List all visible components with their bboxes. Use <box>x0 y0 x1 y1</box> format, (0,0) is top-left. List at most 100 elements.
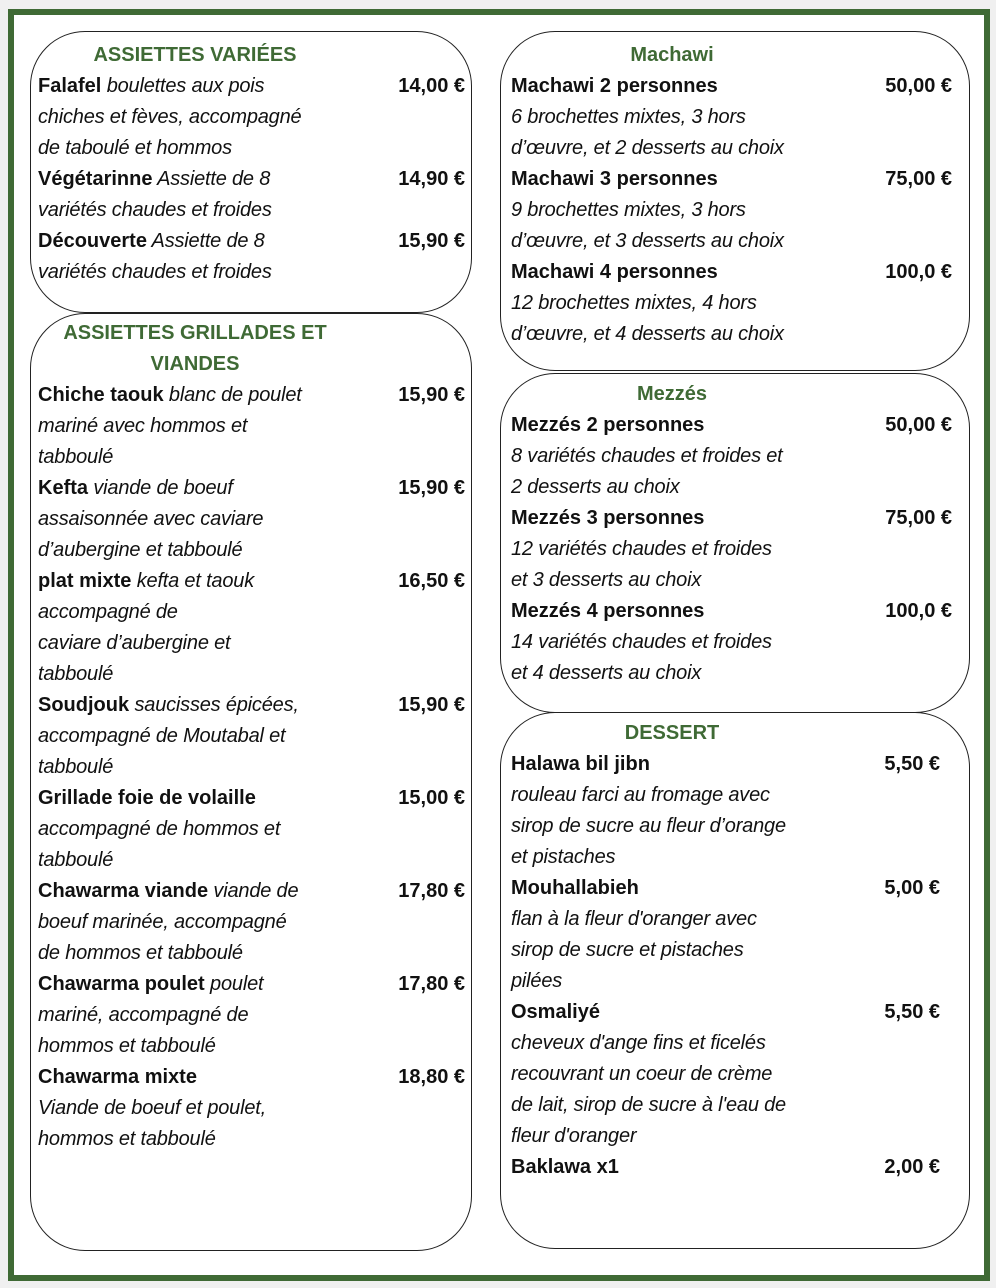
section-content: Machawi Machawi 2 personnes 6 brochettes … <box>511 40 952 350</box>
item-text: Chawarma viande viande de boeuf marinée,… <box>38 880 299 964</box>
menu-item: Chiche taouk blanc de poulet mariné avec… <box>38 380 465 473</box>
item-description: viande de boeuf assaisonnée avec caviare… <box>38 477 264 561</box>
menu-item: Chawarma viande viande de boeuf marinée,… <box>38 876 465 969</box>
menu-item: Baklawa x1 2,00 € <box>511 1152 940 1183</box>
item-name: Grillade foie de volaille <box>38 787 256 809</box>
item-price: 15,90 € <box>398 384 465 406</box>
item-price: 2,00 € <box>884 1156 940 1178</box>
section-dessert <box>500 712 970 1249</box>
item-description: 12 brochettes mixtes, 4 hors d’œuvre, et… <box>511 292 784 345</box>
item-name: Chawarma viande <box>38 880 209 902</box>
item-text: Chiche taouk blanc de poulet mariné avec… <box>38 384 302 468</box>
section-machawi <box>500 31 970 371</box>
item-text: Découverte Assiette de 8 variétés chaude… <box>38 230 272 283</box>
item-price: 75,00 € <box>885 507 952 529</box>
menu-item: Végétarinne Assiette de 8 variétés chaud… <box>38 164 465 226</box>
item-description: 6 brochettes mixtes, 3 hors d’œuvre, et … <box>511 106 784 159</box>
item-description: blanc de poulet mariné avec hommos et ta… <box>38 384 302 468</box>
item-price: 75,00 € <box>885 168 952 190</box>
item-description: cheveux d'ange fins et ficelés recouvran… <box>511 1032 786 1147</box>
item-name: Chiche taouk <box>38 384 164 406</box>
item-text: Falafel boulettes aux pois chiches et fè… <box>38 75 302 159</box>
menu-item: plat mixte kefta et taouk accompagné de … <box>38 566 465 690</box>
item-name: Baklawa x1 <box>511 1156 619 1178</box>
item-price: 15,90 € <box>398 694 465 716</box>
item-description: rouleau farci au fromage avec sirop de s… <box>511 784 786 868</box>
item-text: Soudjouk saucisses épicées, accompagné d… <box>38 694 299 778</box>
section-title: ASSIETTES VARIÉES <box>93 44 297 66</box>
item-name: Mouhallabieh <box>511 877 639 899</box>
section-assiettes-variees <box>30 31 472 313</box>
item-price: 50,00 € <box>885 75 952 97</box>
item-text: Machawi 3 personnes 9 brochettes mixtes,… <box>511 168 784 252</box>
item-text: plat mixte kefta et taouk accompagné de … <box>38 570 254 685</box>
menu-item: Mouhallabieh flan à la fleur d'oranger a… <box>511 873 940 997</box>
menu-frame <box>8 9 990 1281</box>
menu-item: Kefta viande de boeuf assaisonnée avec c… <box>38 473 465 566</box>
item-text: Grillade foie de volaille accompagné de … <box>38 787 280 871</box>
menu-item: Mezzés 3 personnes 12 variétés chaudes e… <box>511 503 952 596</box>
item-name: Végétarinne <box>38 168 153 190</box>
item-name: plat mixte <box>38 570 132 592</box>
item-name: Soudjouk <box>38 694 130 716</box>
item-price: 18,80 € <box>398 1066 465 1088</box>
item-name: Halawa bil jibn <box>511 753 650 775</box>
item-text: Mezzés 2 personnes 8 variétés chaudes et… <box>511 414 783 498</box>
section-title: DESSERT <box>624 722 720 744</box>
menu-item: Soudjouk saucisses épicées, accompagné d… <box>38 690 465 783</box>
item-text: Mezzés 3 personnes 12 variétés chaudes e… <box>511 507 772 591</box>
item-description: boulettes aux pois chiches et fèves, acc… <box>38 75 302 159</box>
item-description: 8 variétés chaudes et froides et 2 desse… <box>511 445 783 498</box>
item-price: 5,00 € <box>884 877 940 899</box>
item-price: 15,90 € <box>398 477 465 499</box>
menu-item: Machawi 2 personnes 6 brochettes mixtes,… <box>511 71 952 164</box>
menu-item: Falafel boulettes aux pois chiches et fè… <box>38 71 465 164</box>
item-name: Mezzés 4 personnes <box>511 600 705 622</box>
item-description: flan à la fleur d'oranger avec sirop de … <box>511 908 757 992</box>
item-name: Machawi 3 personnes <box>511 168 718 190</box>
item-name: Machawi 4 personnes <box>511 261 718 283</box>
item-description: 9 brochettes mixtes, 3 hors d’œuvre, et … <box>511 199 784 252</box>
item-price: 17,80 € <box>398 880 465 902</box>
item-name: Mezzés 2 personnes <box>511 414 705 436</box>
item-price: 14,00 € <box>398 75 465 97</box>
menu-item: Osmaliyé cheveux d'ange fins et ficelés … <box>511 997 940 1152</box>
item-description: kefta et taouk accompagné de caviare d’a… <box>38 570 254 685</box>
item-description: poulet mariné, accompagné de hommos et t… <box>38 973 264 1057</box>
item-text: Kefta viande de boeuf assaisonnée avec c… <box>38 477 264 561</box>
item-name: Mezzés 3 personnes <box>511 507 705 529</box>
section-content: ASSIETTES GRILLADES ET VIANDES Chiche tao… <box>38 318 465 1155</box>
item-price: 5,50 € <box>884 1001 940 1023</box>
menu-item: Machawi 4 personnes 12 brochettes mixtes… <box>511 257 952 350</box>
item-price: 14,90 € <box>398 168 465 190</box>
item-text: Mezzés 4 personnes 14 variétés chaudes e… <box>511 600 772 684</box>
item-name: Osmaliyé <box>511 1001 600 1023</box>
item-description: 12 variétés chaudes et froides et 3 dess… <box>511 538 772 591</box>
item-price: 17,80 € <box>398 973 465 995</box>
item-description: 14 variétés chaudes et froides et 4 dess… <box>511 631 772 684</box>
item-description: accompagné de hommos et tabboulé <box>38 818 281 871</box>
item-name: Découverte <box>38 230 147 252</box>
item-price: 15,90 € <box>398 230 465 252</box>
item-text: Machawi 2 personnes 6 brochettes mixtes,… <box>511 75 784 159</box>
item-description: Viande de boeuf et poulet, hommos et tab… <box>38 1097 266 1150</box>
item-text: Baklawa x1 <box>511 1156 619 1178</box>
menu-item: Chawarma mixte Viande de boeuf et poulet… <box>38 1062 465 1155</box>
item-text: Halawa bil jibn rouleau farci au fromage… <box>511 753 786 868</box>
item-name: Chawarma poulet <box>38 973 205 995</box>
item-name: Machawi 2 personnes <box>511 75 718 97</box>
item-price: 100,0 € <box>885 261 952 283</box>
item-description: Assiette de 8 variétés chaudes et froide… <box>38 230 272 283</box>
item-price: 15,00 € <box>398 787 465 809</box>
menu-item: Halawa bil jibn rouleau farci au fromage… <box>511 749 940 873</box>
section-grillades-viandes <box>30 313 472 1251</box>
section-title: Machawi <box>630 44 714 66</box>
item-text: Machawi 4 personnes 12 brochettes mixtes… <box>511 261 784 345</box>
item-description: viande de boeuf marinée, accompagné de h… <box>38 880 299 964</box>
item-text: Végétarinne Assiette de 8 variétés chaud… <box>38 168 272 221</box>
item-name: Chawarma mixte <box>38 1066 197 1088</box>
item-name: Falafel <box>38 75 102 97</box>
menu-item: Grillade foie de volaille accompagné de … <box>38 783 465 876</box>
menu-item: Machawi 3 personnes 9 brochettes mixtes,… <box>511 164 952 257</box>
item-text: Chawarma poulet poulet mariné, accompagn… <box>38 973 264 1057</box>
